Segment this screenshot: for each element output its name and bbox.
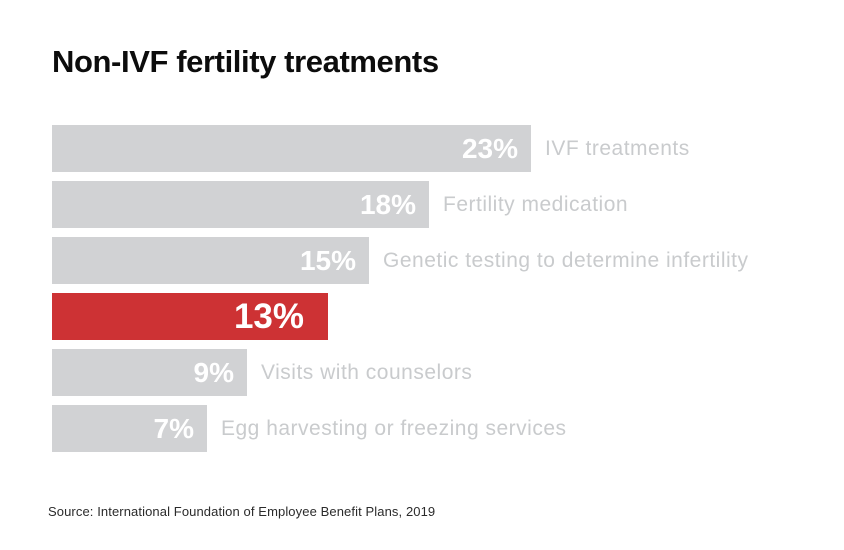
bar-row: 13%	[52, 293, 812, 340]
bar: 7%	[52, 405, 207, 452]
bar-row: 23% IVF treatments	[52, 125, 812, 172]
bar-category-label: Visits with counselors	[261, 360, 473, 384]
bar-chart: 23% IVF treatments 18% Fertility medicat…	[52, 125, 812, 461]
bar-value-label: 13%	[233, 297, 304, 336]
bar-value-label: 9%	[193, 356, 234, 388]
chart-title: Non-IVF fertility treatments	[52, 44, 439, 79]
bar: 9%	[52, 349, 247, 396]
bar: 13%	[52, 293, 328, 340]
bar: 23%	[52, 125, 531, 172]
bar: 15%	[52, 237, 369, 284]
bar-value-label: 23%	[461, 132, 518, 164]
source-note: Source: International Foundation of Empl…	[48, 504, 436, 519]
bar-row: 18% Fertility medication	[52, 181, 812, 228]
bar-category-label: Fertility medication	[443, 192, 629, 216]
bar-value-label: 15%	[299, 244, 356, 276]
bar-row: 9% Visits with counselors	[52, 349, 812, 396]
bar-row: 7% Egg harvesting or freezing services	[52, 405, 812, 452]
bar-category-label: IVF treatments	[545, 136, 690, 160]
bar-category-label: Genetic testing to determine infertility	[383, 248, 749, 272]
bar: 18%	[52, 181, 429, 228]
bar-row: 15% Genetic testing to determine inferti…	[52, 237, 812, 284]
bar-category-label: Egg harvesting or freezing services	[221, 416, 567, 440]
bar-value-label: 18%	[359, 188, 416, 220]
bar-value-label: 7%	[153, 412, 194, 444]
